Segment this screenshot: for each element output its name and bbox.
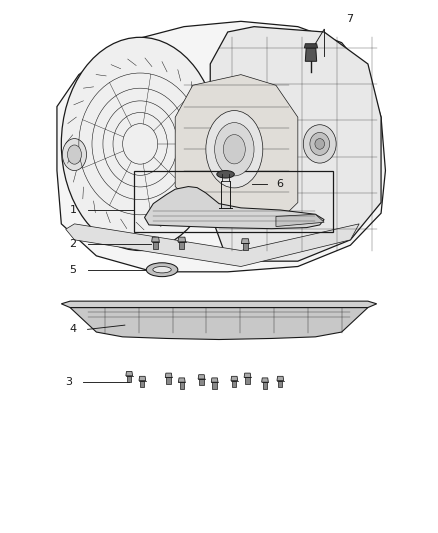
Polygon shape <box>263 382 267 389</box>
Text: 6: 6 <box>276 179 283 189</box>
Text: 7: 7 <box>346 14 353 23</box>
Polygon shape <box>166 377 171 384</box>
Ellipse shape <box>217 171 234 178</box>
Polygon shape <box>127 376 131 382</box>
Polygon shape <box>152 237 159 242</box>
Polygon shape <box>165 373 172 377</box>
Polygon shape <box>243 244 248 251</box>
Polygon shape <box>231 376 238 381</box>
Polygon shape <box>244 373 251 377</box>
Ellipse shape <box>67 145 81 164</box>
Bar <box>134 171 333 232</box>
Ellipse shape <box>310 132 330 156</box>
Polygon shape <box>198 375 205 379</box>
Polygon shape <box>304 44 318 48</box>
Polygon shape <box>70 308 368 340</box>
Polygon shape <box>145 187 324 229</box>
Polygon shape <box>241 239 249 244</box>
Polygon shape <box>199 379 204 385</box>
Polygon shape <box>175 75 298 224</box>
Polygon shape <box>140 381 145 387</box>
Polygon shape <box>57 21 385 272</box>
Polygon shape <box>232 381 237 387</box>
Ellipse shape <box>63 139 87 171</box>
Polygon shape <box>180 382 184 389</box>
Polygon shape <box>210 27 381 261</box>
Text: 2: 2 <box>70 239 77 248</box>
Polygon shape <box>305 48 317 61</box>
Polygon shape <box>153 242 158 249</box>
Polygon shape <box>212 382 217 389</box>
Text: 3: 3 <box>65 377 72 387</box>
Polygon shape <box>277 376 284 381</box>
Polygon shape <box>278 381 283 387</box>
Ellipse shape <box>215 123 254 176</box>
Polygon shape <box>276 214 324 227</box>
Polygon shape <box>178 237 186 242</box>
Polygon shape <box>61 301 377 308</box>
Ellipse shape <box>223 134 245 164</box>
Polygon shape <box>66 224 359 266</box>
Ellipse shape <box>303 125 336 163</box>
Ellipse shape <box>153 266 171 273</box>
Ellipse shape <box>146 263 178 277</box>
Ellipse shape <box>315 139 325 149</box>
Text: 4: 4 <box>70 325 77 334</box>
Text: 1: 1 <box>70 205 77 215</box>
Polygon shape <box>178 378 185 382</box>
Polygon shape <box>245 377 250 384</box>
Text: 5: 5 <box>70 265 77 274</box>
Polygon shape <box>179 242 184 249</box>
Polygon shape <box>211 378 218 382</box>
Ellipse shape <box>61 37 219 251</box>
Polygon shape <box>139 376 146 381</box>
Polygon shape <box>126 372 133 376</box>
Ellipse shape <box>206 111 263 188</box>
Polygon shape <box>261 378 268 382</box>
